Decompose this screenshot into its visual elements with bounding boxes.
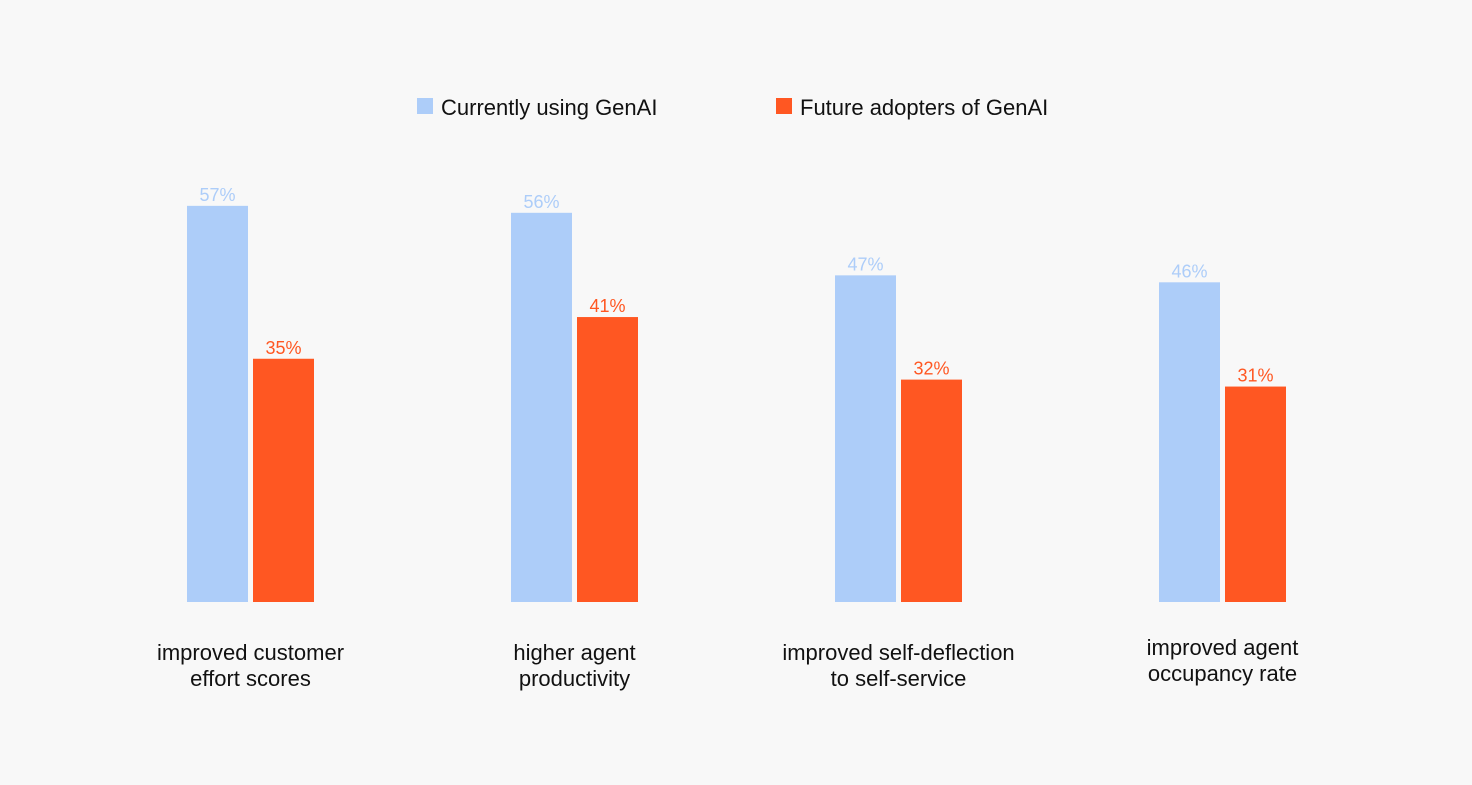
bar-future-3 bbox=[1225, 386, 1286, 602]
value-label-future-1: 41% bbox=[589, 296, 625, 316]
category-label-0-line-1: effort scores bbox=[190, 666, 311, 691]
value-label-current-0: 57% bbox=[199, 185, 235, 205]
category-label-3-line-0: improved agent bbox=[1147, 635, 1299, 660]
legend-swatch-current bbox=[417, 98, 433, 114]
value-label-current-2: 47% bbox=[847, 254, 883, 274]
value-labels-group: 57% 35% 56% 41% 47% 32% 46% 31% bbox=[199, 185, 1273, 386]
bars-group bbox=[187, 205, 1286, 603]
category-label-2-line-1: to self-service bbox=[831, 666, 967, 691]
value-label-future-2: 32% bbox=[913, 359, 949, 379]
legend-label-current: Currently using GenAI bbox=[441, 95, 657, 120]
bar-current-3 bbox=[1159, 282, 1220, 602]
bar-current-0 bbox=[187, 205, 248, 602]
category-label-1-line-1: productivity bbox=[519, 666, 630, 691]
bar-future-1 bbox=[577, 317, 638, 602]
category-label-2-line-0: improved self-deflection bbox=[782, 640, 1014, 665]
value-label-future-0: 35% bbox=[265, 338, 301, 358]
bar-current-1 bbox=[511, 212, 572, 603]
legend-label-future: Future adopters of GenAI bbox=[800, 95, 1048, 120]
bar-current-2 bbox=[835, 275, 896, 602]
bar-future-0 bbox=[253, 358, 314, 602]
legend: Currently using GenAI Future adopters of… bbox=[417, 95, 1048, 120]
category-label-1-line-0: higher agent bbox=[513, 640, 635, 665]
category-label-0-line-0: improved customer bbox=[157, 640, 344, 665]
bar-future-2 bbox=[901, 379, 962, 602]
legend-swatch-future bbox=[776, 98, 792, 114]
value-label-current-3: 46% bbox=[1171, 261, 1207, 281]
value-label-current-1: 56% bbox=[523, 192, 559, 212]
category-label-3-line-1: occupancy rate bbox=[1148, 661, 1297, 686]
value-label-future-3: 31% bbox=[1237, 366, 1273, 386]
